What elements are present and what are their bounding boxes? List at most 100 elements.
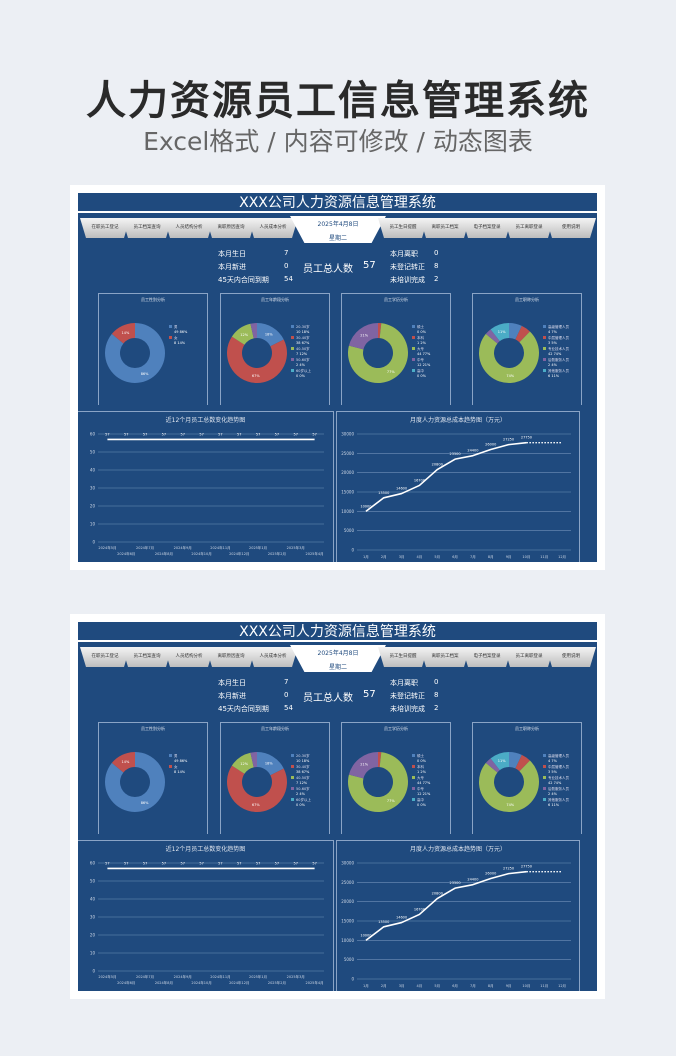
x-tick-label: 12月 xyxy=(558,983,566,988)
data-label: 57 xyxy=(143,861,147,865)
legend-label: 后勤服务人员 xyxy=(548,357,569,362)
pie-slice xyxy=(485,329,500,344)
tab-left-0[interactable]: 在职员工登记 xyxy=(80,218,130,238)
pie-slice xyxy=(104,323,165,383)
x-tick-label: 9月 xyxy=(506,554,512,559)
tab-right-0[interactable]: 员工生日提醒 xyxy=(378,218,428,238)
chart-title: 员工学历分析 xyxy=(384,726,408,731)
data-label: 10 18% xyxy=(296,330,310,334)
tab-left-2[interactable]: 人员结构分析 xyxy=(164,218,214,238)
slice-percent-label: 18% xyxy=(265,332,273,336)
tab-right-4[interactable]: 使用说明 xyxy=(546,218,596,238)
training-label: 未培训完成 xyxy=(390,276,425,284)
tab-right-1[interactable]: 离职员工档案 xyxy=(420,647,470,667)
total-value: 57 xyxy=(363,260,376,271)
training-value: 2 xyxy=(434,275,439,283)
legend-label: 30-40岁 xyxy=(296,335,310,340)
pie-slice xyxy=(348,752,408,812)
data-label: 12 21% xyxy=(417,363,431,367)
chart-title: 员工职称分析 xyxy=(515,297,539,302)
slice-percent-label: 11% xyxy=(498,759,506,763)
dashboard: XXX公司人力资源信息管理系统 在职员工登记 员工档案查询 人员结构分析 离职原… xyxy=(78,622,597,991)
hero-title: 人力资源员工信息管理系统 xyxy=(86,78,590,124)
weekday: 星期二 xyxy=(328,664,347,671)
x-tick-label: 2024年8月 xyxy=(155,551,173,556)
data-label: 57 xyxy=(162,432,166,436)
contract-label: 45天内合同到期 xyxy=(218,276,269,284)
y-tick-label: 25000 xyxy=(341,451,354,456)
hero-subtitle: Excel格式 / 内容可修改 / 动态图表 xyxy=(143,127,533,156)
data-label: 8 14% xyxy=(174,770,186,774)
slice-percent-label: 77% xyxy=(387,799,395,803)
data-label: 14600 xyxy=(396,487,407,491)
tab-right-2[interactable]: 电子档案登录 xyxy=(462,647,512,667)
tab-left-4[interactable]: 人员成本分析 xyxy=(248,218,298,238)
x-tick-label: 4月 xyxy=(417,983,423,988)
legend-swatch xyxy=(543,798,546,801)
legend-swatch xyxy=(291,798,294,801)
tab-right-3[interactable]: 员工离职登录 xyxy=(504,647,554,667)
x-tick-label: 7月 xyxy=(470,554,476,559)
pie-slice xyxy=(104,752,165,812)
chart-title: 员工年龄段分析 xyxy=(261,726,289,731)
data-label: 57 xyxy=(275,432,279,436)
x-tick-label: 2025年4月 xyxy=(306,980,324,985)
data-label: 26000 xyxy=(485,871,496,875)
data-label: 12 21% xyxy=(417,792,431,796)
legend-swatch xyxy=(543,765,546,768)
y-tick-label: 25000 xyxy=(341,880,354,885)
data-label: 23500 xyxy=(450,881,461,885)
legend-swatch xyxy=(543,787,546,790)
dashboard-title: XXX公司人力资源信息管理系统 xyxy=(78,193,597,213)
pie-slice xyxy=(348,752,378,779)
tab-left-0[interactable]: 在职员工登记 xyxy=(80,647,130,667)
tab-right-3[interactable]: 员工离职登录 xyxy=(504,218,554,238)
data-label: 27750 xyxy=(521,865,532,869)
unreg-label: 未登记转正 xyxy=(390,263,425,271)
data-label: 16700 xyxy=(414,478,425,482)
legend-swatch xyxy=(412,369,415,372)
headcount-line-chart: 近12个月员工总数变化趋势图 0 10 20 30 40 50 60 2024年5月 2024年6… xyxy=(78,411,334,562)
legend-label: 中专 xyxy=(417,786,425,791)
slice-percent-label: 77% xyxy=(387,370,395,374)
legend-label: 高中 xyxy=(417,368,425,373)
tab-left-2[interactable]: 人员结构分析 xyxy=(164,647,214,667)
tab-left-1[interactable]: 员工档案查询 xyxy=(122,218,172,238)
y-tick-label: 60 xyxy=(90,861,96,866)
legend-swatch xyxy=(169,336,172,339)
y-tick-label: 50 xyxy=(90,450,96,455)
x-tick-label: 10月 xyxy=(522,983,530,988)
legend-label: 后勤服务人员 xyxy=(548,786,569,791)
pie-slice xyxy=(490,752,509,771)
pie-slice xyxy=(378,323,382,339)
tab-left-1[interactable]: 员工档案查询 xyxy=(122,647,172,667)
tab-right-2[interactable]: 电子档案登录 xyxy=(462,218,512,238)
data-label: 23500 xyxy=(450,452,461,456)
pie-slice xyxy=(479,760,539,812)
tab-left-3[interactable]: 离职原因查询 xyxy=(206,218,256,238)
tab-left-3[interactable]: 离职原因查询 xyxy=(206,647,256,667)
new-value: 0 xyxy=(284,691,289,699)
tab-left-4[interactable]: 人员成本分析 xyxy=(248,647,298,667)
legend-swatch xyxy=(412,358,415,361)
x-tick-label: 9月 xyxy=(506,983,512,988)
data-label: 3 5% xyxy=(548,770,558,774)
x-tick-label: 2024年7月 xyxy=(136,545,154,550)
series-line xyxy=(365,441,527,512)
tab-right-4[interactable]: 使用说明 xyxy=(546,647,596,667)
chart-title: 月度人力资源总成本趋势图（万元） xyxy=(409,846,506,853)
legend-swatch xyxy=(412,325,415,328)
pie-slice xyxy=(231,323,254,345)
data-label: 27250 xyxy=(503,867,514,871)
x-tick-label: 2025年3月 xyxy=(287,545,305,550)
total-label: 员工总人数 xyxy=(303,693,353,704)
tab-right-0[interactable]: 员工生日提醒 xyxy=(378,647,428,667)
data-label: 24400 xyxy=(467,878,478,882)
legend-label: 本科 xyxy=(417,335,425,340)
tab-right-1[interactable]: 离职员工档案 xyxy=(420,218,470,238)
legend-swatch xyxy=(543,776,546,779)
legend-label: 专业技术人员 xyxy=(548,346,569,351)
data-label: 27750 xyxy=(521,436,532,440)
data-label: 44 77% xyxy=(417,352,431,356)
nav-bar: 在职员工登记 员工档案查询 人员结构分析 离职原因查询 人员成本分析 2025年… xyxy=(78,645,597,673)
